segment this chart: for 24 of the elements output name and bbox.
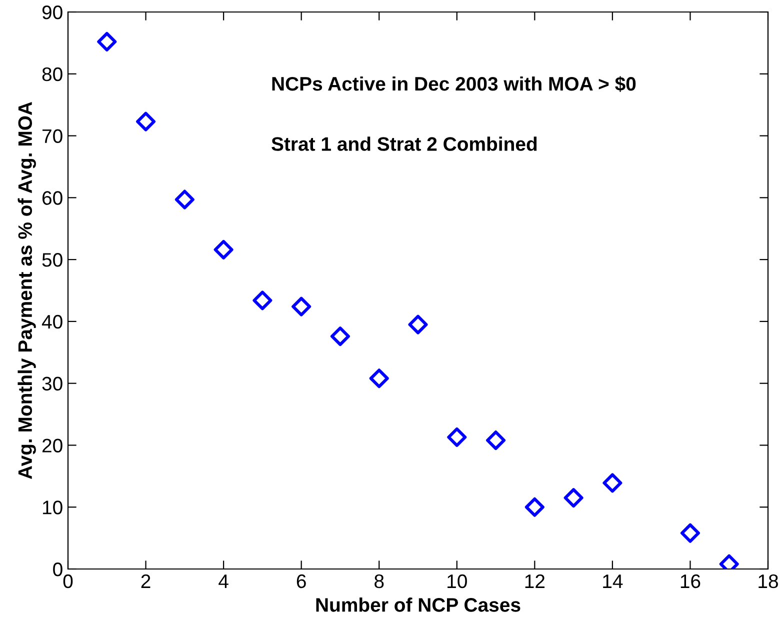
y-tick-label: 30 — [42, 376, 62, 391]
x-axis-title: Number of NCP Cases — [316, 598, 520, 612]
annotation: Strat 1 and Strat 2 Combined — [272, 136, 537, 151]
y-axis-title: Avg. Monthly Payment as % of Avg. MOA — [18, 102, 36, 480]
x-tick-label: 4 — [218, 574, 228, 588]
y-tick-label: 80 — [42, 67, 62, 82]
x-tick-label: 2 — [141, 574, 150, 588]
y-tick-label: 60 — [42, 191, 62, 205]
y-tick-label: 0 — [53, 562, 62, 576]
x-tick-label: 10 — [448, 574, 467, 588]
x-tick-label: 0 — [63, 574, 73, 588]
y-tick-label: 90 — [42, 5, 62, 20]
x-tick-label: 18 — [758, 574, 778, 588]
x-tick-label: 6 — [296, 574, 306, 588]
x-tick-label: 12 — [525, 574, 545, 588]
x-tick-label: 8 — [374, 574, 384, 588]
y-tick-label: 20 — [42, 438, 62, 452]
annotation: NCPs Active in Dec 2003 with MOA > $0 — [272, 76, 636, 92]
y-tick-label: 10 — [42, 500, 62, 514]
y-tick-label: 50 — [42, 253, 62, 267]
y-tick-label: 70 — [42, 129, 62, 144]
y-tick-label: 40 — [42, 314, 62, 329]
x-tick-label: 14 — [603, 574, 623, 588]
x-tick-label: 16 — [680, 574, 700, 588]
